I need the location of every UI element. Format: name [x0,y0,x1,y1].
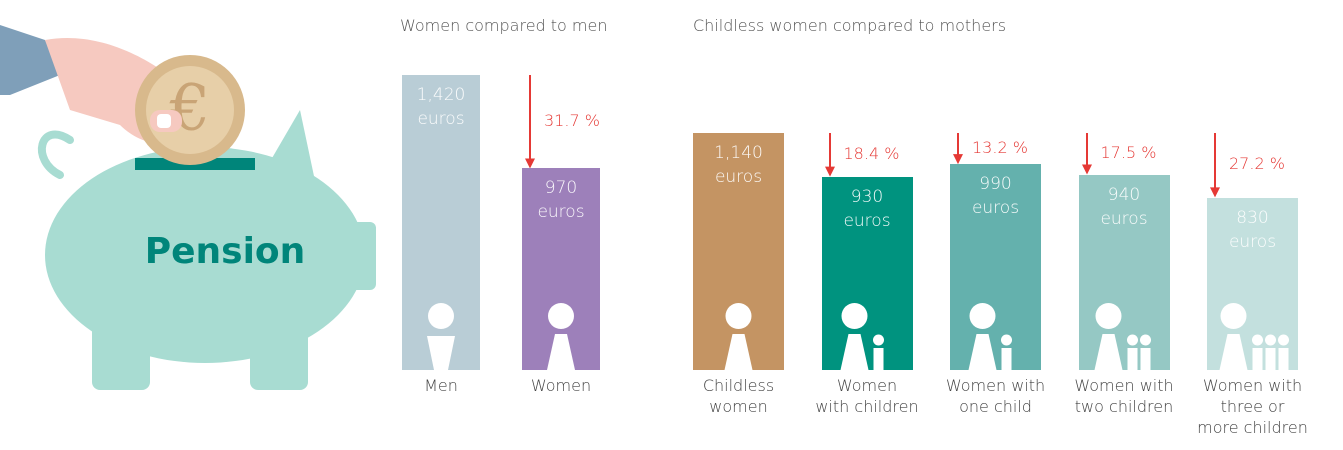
category-label: Women with children [815,376,919,416]
value-unit: euros [537,202,585,223]
person-icon [547,302,575,370]
bar: 1,420 euros [402,75,480,370]
value-label: 940 [1107,184,1141,205]
decrease-arrow [953,133,963,165]
value-label: 830 [1236,207,1269,228]
decrease-arrow [824,133,835,177]
value-label: 1,140 [714,143,763,164]
change-label: 18.4 % [843,143,900,163]
value-unit: euros [1100,208,1148,229]
value-unit: euros [1228,231,1277,252]
value-label: 990 [979,174,1012,195]
reduction-box: 18.4 % [821,133,913,177]
reduction-box: 27.2 % [1207,133,1298,198]
person-icon [840,302,884,370]
bar: 830 euros [1207,197,1298,370]
person-icon [968,302,1012,370]
piggy-illustration: € [0,25,376,390]
decrease-arrow [525,75,535,169]
chart-title: Women compared to men [400,16,608,35]
category-label: Women with three or more children [1197,376,1308,437]
change-label: 13.2 % [972,137,1028,157]
reduction-box: 13.2 % [950,133,1041,165]
change-label: 17.5 % [1100,142,1157,162]
person-icon [724,302,753,370]
value-unit: euros [971,198,1020,219]
chart-title: Childless women compared to mothers [693,16,1007,35]
person-icon [1219,302,1289,370]
change-label: 27.2 % [1229,154,1285,174]
bar: 970 euros [522,168,600,370]
category-label: Women with one child [945,376,1046,416]
svg-text:€: € [169,72,211,146]
value-label: 930 [850,186,884,207]
value-label: 1,420 [416,85,466,105]
piggy-bank: € Pension [0,25,376,390]
bar: 930 euros [821,176,913,370]
bar: 990 euros [950,164,1041,370]
pension-label: Pension [145,231,306,272]
value-unit: euros [417,109,465,129]
category-label: Women with two children [1074,376,1174,416]
person-icon [1094,302,1151,370]
person-icon [427,303,455,370]
category-label: Women [530,376,592,395]
category-label: Childless women [702,376,775,416]
value-unit: euros [843,210,891,231]
value-label: 970 [544,178,578,199]
change-label: 31.7 % [544,110,600,130]
bar: 1,140 euros [693,133,784,370]
category-label: Men [424,376,458,395]
reduction-box: 17.5 % [1078,133,1170,175]
decrease-arrow [1081,133,1092,175]
value-unit: euros [714,167,763,188]
decrease-arrow [1210,133,1220,198]
bar: 940 euros [1078,174,1170,370]
reduction-box: 31.7 % [522,75,600,169]
